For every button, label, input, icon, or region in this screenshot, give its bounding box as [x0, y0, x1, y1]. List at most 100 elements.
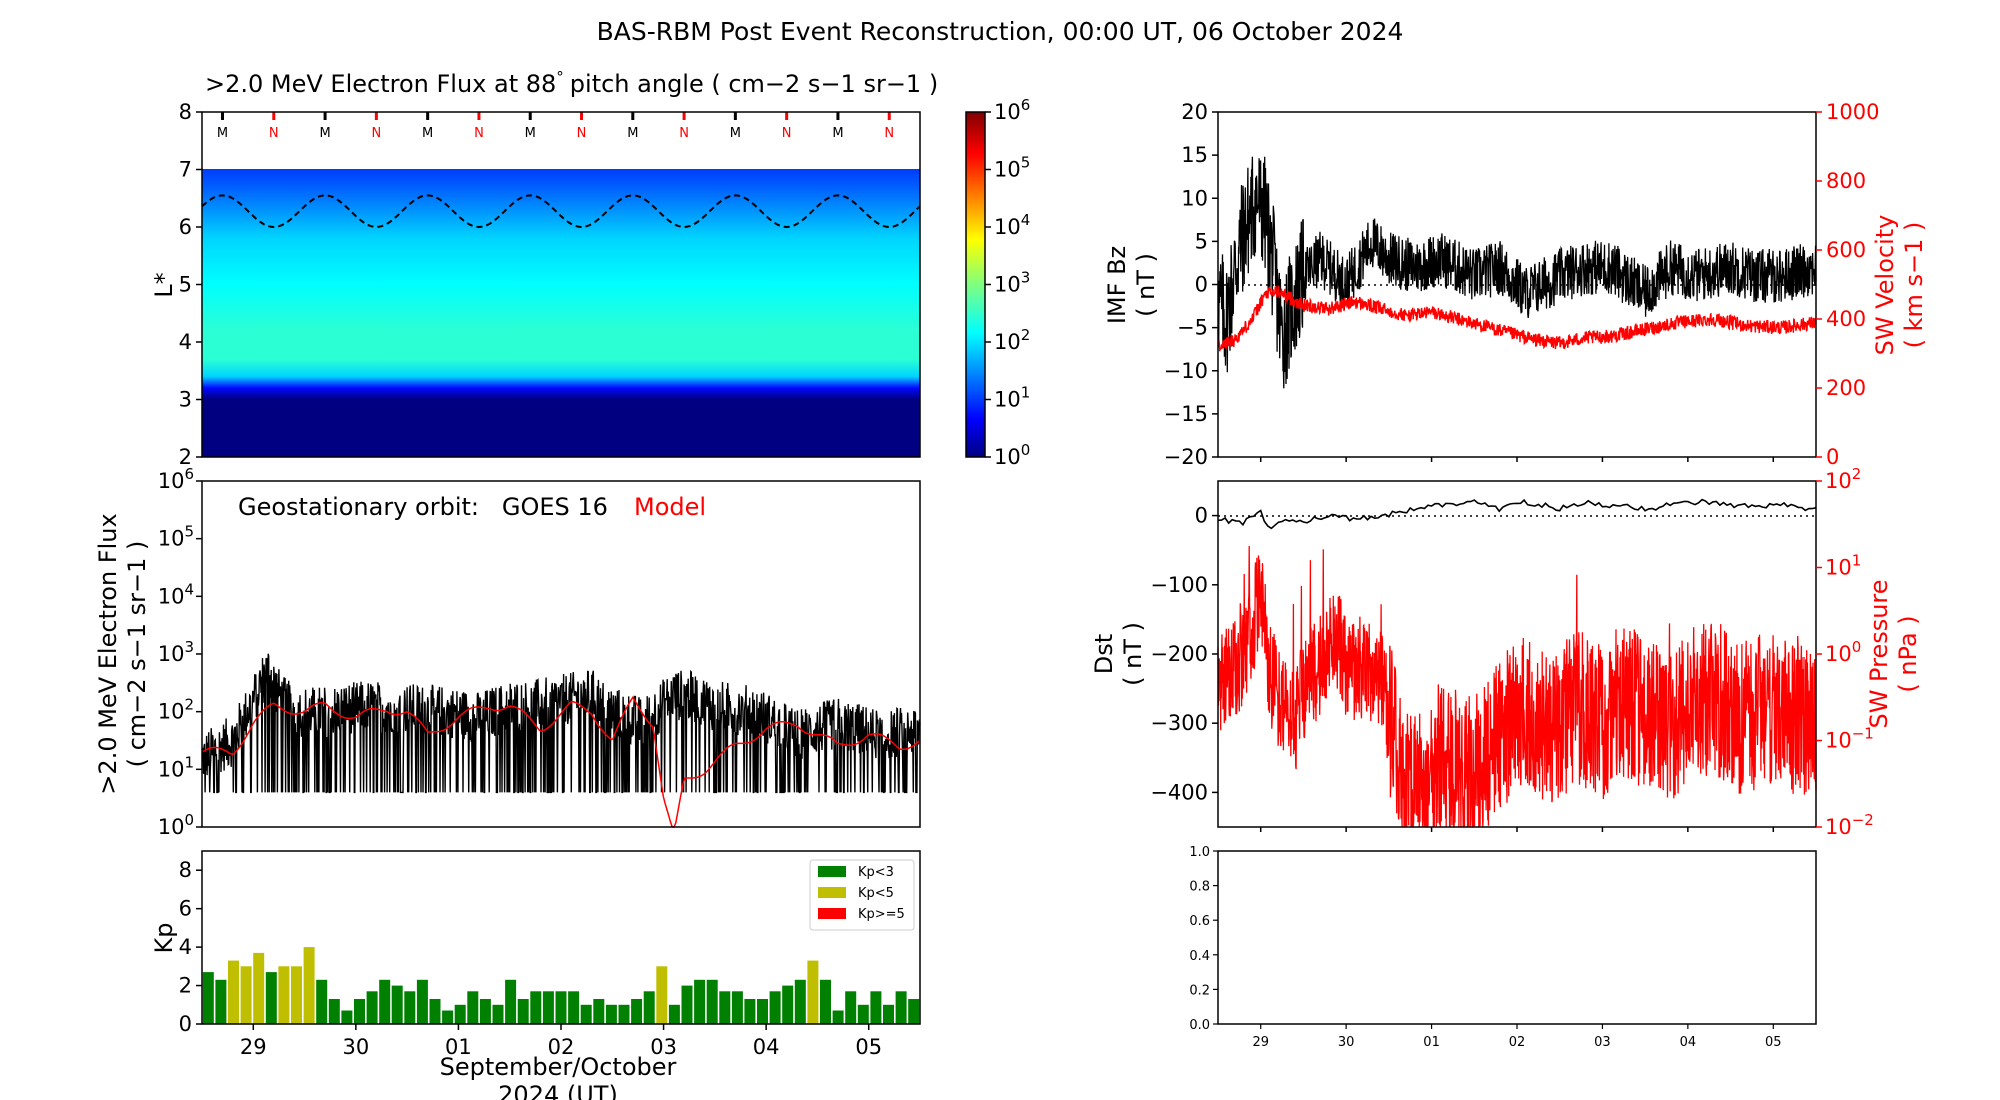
lstar-heatmap-panel: >2.0 MeV Electron Flux at 88° pitch angle… — [150, 68, 1030, 469]
kp-bar — [908, 999, 920, 1024]
pressure-ylabel: SW Pressure — [1865, 579, 1893, 728]
colorbar-tick-label: 101 — [994, 384, 1030, 412]
kp-bar — [832, 1010, 844, 1024]
mlt-label: M — [730, 126, 741, 141]
goes-observation-line — [201, 653, 921, 794]
imf-velocity-panel: −20 −15 −10 −5 0 5 10 15 20 0 200 400 600 800 1000 IM… — [1103, 100, 1928, 469]
kp-ytick-label: 4 — [179, 935, 192, 959]
kp-bar — [416, 979, 428, 1024]
kp-legend-swatch-low — [818, 866, 846, 877]
empty-frame — [1217, 850, 1817, 1025]
pressure-ytick-label: 10−2 — [1825, 811, 1874, 839]
kp-bar — [719, 991, 731, 1024]
dst-ytick-label: −400 — [1150, 780, 1208, 804]
goes-flux-panel: Geostationary orbit: GOES 16 Model 10010… — [94, 465, 921, 839]
kp-bar — [328, 999, 340, 1024]
kp-bar — [605, 1004, 617, 1024]
velocity-ytick-label: 1000 — [1826, 100, 1879, 124]
kp-xtick-label: 05 — [855, 1035, 882, 1059]
mlt-label: M — [627, 126, 638, 141]
dst-ytick-label: −100 — [1150, 573, 1208, 597]
kp-bar — [895, 991, 907, 1024]
heatmap-ytick-label: 2 — [179, 445, 192, 469]
velocity-ylabel: SW Velocity — [1871, 215, 1899, 356]
empty-xtick-label: 29 — [1252, 1035, 1269, 1050]
velocity-ytick-label: 0 — [1826, 445, 1839, 469]
kp-bar — [555, 991, 567, 1024]
empty-ytick-label: 0.6 — [1189, 914, 1210, 929]
kp-bar — [883, 1004, 894, 1024]
kp-bar — [731, 991, 743, 1024]
kp-bar — [291, 966, 302, 1024]
goes-ytick-label: 105 — [158, 523, 194, 551]
heatmap-title: >2.0 MeV Electron Flux at 88° pitch angle… — [205, 68, 938, 98]
velocity-y-ticks: 0 200 400 600 800 1000 — [1816, 100, 1879, 469]
colorbar-tick-label: 100 — [994, 441, 1030, 469]
dst-y-ticks: −400 −300 −200 −100 0 — [1150, 504, 1218, 804]
empty-ytick-label: 0.4 — [1189, 949, 1210, 964]
kp-bar — [706, 979, 718, 1024]
kp-ylabel: Kp — [150, 923, 178, 954]
dst-ylabel: Dst — [1090, 634, 1118, 674]
kp-bar — [681, 985, 693, 1024]
imf-ytick-label: 15 — [1181, 143, 1208, 167]
kp-bar — [580, 1004, 592, 1024]
kp-bar — [782, 985, 794, 1024]
kp-bar — [870, 991, 882, 1024]
kp-bar — [769, 991, 781, 1024]
heatmap-ytick-label: 5 — [179, 273, 192, 297]
empty-ytick-label: 1.0 — [1189, 845, 1210, 860]
heatmap-ytick-label: 3 — [179, 388, 192, 412]
kp-ytick-label: 2 — [179, 974, 192, 998]
kp-legend-swatch-high — [818, 908, 846, 919]
kp-bar — [479, 999, 491, 1024]
goes-plot-area — [201, 653, 921, 828]
colorbar-tick-label: 103 — [994, 269, 1030, 297]
kp-bar — [467, 991, 479, 1024]
kp-bar — [228, 960, 239, 1024]
imf-y-ticks: −20 −15 −10 −5 0 5 10 15 20 — [1164, 100, 1218, 469]
colorbar-tick-label: 104 — [994, 211, 1030, 239]
imf-bz-line — [1217, 156, 1817, 389]
empty-xtick-label: 04 — [1680, 1035, 1697, 1050]
mlt-label: N — [474, 126, 484, 141]
colorbar — [965, 111, 986, 458]
kp-bar — [643, 991, 655, 1024]
colorbar-tick-label: 105 — [994, 154, 1030, 182]
kp-legend-low: Kp<3 — [858, 865, 894, 880]
imf-x-ticks — [1259, 457, 1775, 462]
kp-xtick-label: 30 — [342, 1035, 369, 1059]
kp-bar — [857, 1004, 869, 1024]
kp-bar — [542, 991, 554, 1024]
imf-ytick-label: −10 — [1164, 359, 1208, 383]
empty-panel: 0.0 0.2 0.4 0.6 0.8 1.0 29 30 01 02 03 04 05 — [1189, 845, 1817, 1050]
dst-x-ticks — [1259, 827, 1775, 832]
kp-bar — [341, 1010, 353, 1024]
imf-ytick-label: −20 — [1164, 445, 1208, 469]
kp-bar — [744, 999, 756, 1024]
kp-bar — [656, 966, 668, 1024]
pressure-ylabel-units: ( nPa ) — [1894, 615, 1922, 692]
kp-y-ticks: 0 2 4 6 8 — [179, 858, 202, 1036]
velocity-ylabel-units: ( km s−1 ) — [1900, 222, 1928, 349]
goes-ytick-label: 103 — [158, 638, 194, 666]
kp-bar — [807, 960, 819, 1024]
mlt-label: M — [525, 126, 536, 141]
colorbar-tick-label: 106 — [994, 96, 1030, 124]
kp-bar — [794, 979, 806, 1024]
sw-velocity-line — [1217, 285, 1817, 352]
mlt-label: N — [372, 126, 382, 141]
mlt-label: N — [884, 126, 894, 141]
mlt-label: M — [319, 126, 330, 141]
mlt-label: N — [577, 126, 587, 141]
kp-bar — [429, 999, 441, 1024]
empty-xtick-label: 05 — [1765, 1035, 1782, 1050]
kp-bar — [820, 979, 831, 1024]
kp-bar — [668, 1004, 680, 1024]
pressure-ytick-label: 102 — [1825, 465, 1861, 493]
imf-ylabel-units: ( nT ) — [1132, 253, 1160, 317]
empty-ytick-label: 0.2 — [1189, 983, 1210, 998]
pressure-y-ticks: 10−2 10−1 100 101 102 — [1816, 465, 1874, 839]
mlt-label: N — [782, 126, 792, 141]
